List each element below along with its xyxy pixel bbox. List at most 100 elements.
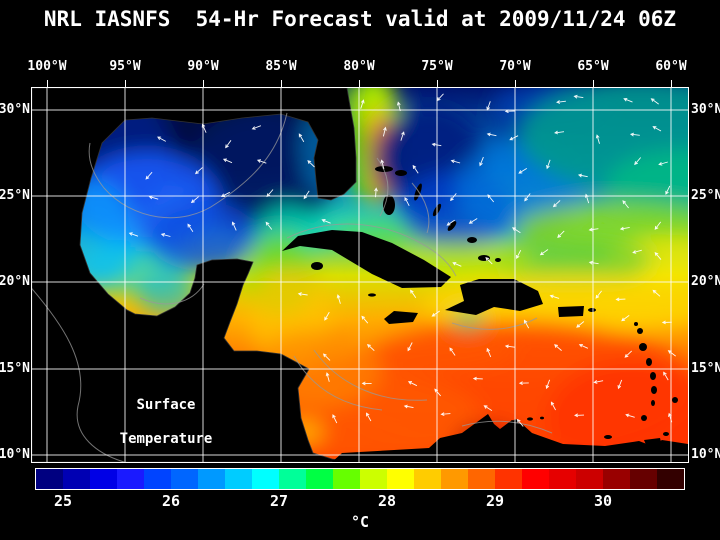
current-vector <box>434 388 442 397</box>
current-vector <box>486 101 491 111</box>
current-vector <box>404 196 410 207</box>
colorbar-segment <box>414 469 441 489</box>
current-vector <box>483 405 493 411</box>
colorbar-tick-label: 28 <box>377 492 397 510</box>
lat-label-left: 25°N <box>0 188 30 203</box>
lon-tick <box>593 80 594 87</box>
colorbar <box>35 468 685 490</box>
colorbar-segment <box>63 469 90 489</box>
lat-label-left: 10°N <box>0 447 30 462</box>
current-vector <box>588 260 599 265</box>
current-vector <box>410 289 417 298</box>
grid-lines <box>32 88 688 462</box>
colorbar-segment <box>495 469 522 489</box>
colorbar-segment <box>576 469 603 489</box>
current-vector <box>549 294 560 299</box>
current-vector <box>624 350 633 358</box>
current-vector <box>652 289 661 297</box>
current-vector <box>504 109 515 114</box>
current-vector <box>479 156 484 167</box>
current-vector <box>593 380 604 384</box>
current-vector <box>523 319 530 329</box>
colorbar-segment <box>306 469 333 489</box>
current-vector <box>201 123 207 133</box>
current-vector <box>231 221 237 231</box>
lat-label-right: 25°N <box>691 188 720 203</box>
current-vector <box>667 350 676 357</box>
colorbar-tick-labels: 25 26 27 28 29 30 <box>36 492 684 510</box>
current-vector <box>518 381 529 386</box>
lon-label: 100°W <box>27 59 67 74</box>
colorbar-segment <box>630 469 657 489</box>
current-vector <box>629 132 640 137</box>
current-vector <box>554 130 565 135</box>
lon-label: 90°W <box>187 59 219 74</box>
current-vector <box>617 379 623 390</box>
current-vector <box>557 230 565 238</box>
current-vector <box>654 251 662 260</box>
current-vector <box>400 131 405 141</box>
current-vector <box>622 200 629 209</box>
current-vector <box>366 343 375 352</box>
current-vector <box>450 159 461 164</box>
map-canvas: Surface Temperature <box>31 87 689 463</box>
current-vector <box>576 321 585 328</box>
field-annotation: Surface Temperature <box>90 388 242 456</box>
current-vector <box>511 227 521 234</box>
colorbar-segment <box>549 469 576 489</box>
current-vector <box>552 200 561 208</box>
colorbar-segment <box>522 469 549 489</box>
current-vector <box>297 292 308 296</box>
colorbar-segment <box>657 469 684 489</box>
current-vector <box>222 158 233 164</box>
lon-tick <box>515 80 516 87</box>
current-vector <box>619 226 630 231</box>
current-vector <box>573 94 584 99</box>
lon-label: 65°W <box>577 59 609 74</box>
current-vector <box>361 381 372 386</box>
colorbar-segment <box>36 469 63 489</box>
current-vector <box>324 311 330 321</box>
current-vector <box>187 223 194 233</box>
current-vector <box>160 233 171 237</box>
current-vector <box>632 249 642 254</box>
current-vector <box>577 173 588 178</box>
current-vector <box>509 135 519 141</box>
current-vector <box>332 414 338 424</box>
current-vector <box>266 189 274 198</box>
current-vector <box>486 132 497 137</box>
colorbar-segment <box>198 469 225 489</box>
lon-tick <box>281 80 282 87</box>
current-vector <box>366 412 372 422</box>
current-vector <box>336 294 341 304</box>
current-vector <box>625 413 635 418</box>
current-vector <box>446 219 455 226</box>
current-vector <box>539 249 549 256</box>
lat-label-left: 20°N <box>0 274 30 289</box>
current-vector <box>436 93 444 102</box>
current-vector <box>321 219 331 224</box>
colorbar-tick-label: 25 <box>53 492 73 510</box>
current-vector <box>556 100 566 104</box>
colorbar-segment <box>252 469 279 489</box>
current-vector <box>623 97 633 103</box>
current-vector <box>128 232 139 237</box>
current-vector <box>663 371 669 381</box>
current-vector <box>450 193 457 202</box>
current-vector <box>431 310 440 317</box>
current-vector <box>298 133 305 143</box>
current-vector <box>449 347 456 356</box>
colorbar-tick-label: 30 <box>593 492 613 510</box>
current-vector <box>487 194 495 203</box>
current-vector <box>403 404 414 409</box>
current-vector <box>654 221 662 230</box>
lat-label-left: 30°N <box>0 102 30 117</box>
current-vector <box>634 157 642 166</box>
colorbar-tick-label: 26 <box>161 492 180 510</box>
current-vector <box>661 320 672 325</box>
current-vector <box>652 126 662 132</box>
jamaica <box>384 311 418 324</box>
current-vector <box>595 290 602 299</box>
current-vector <box>615 297 626 302</box>
